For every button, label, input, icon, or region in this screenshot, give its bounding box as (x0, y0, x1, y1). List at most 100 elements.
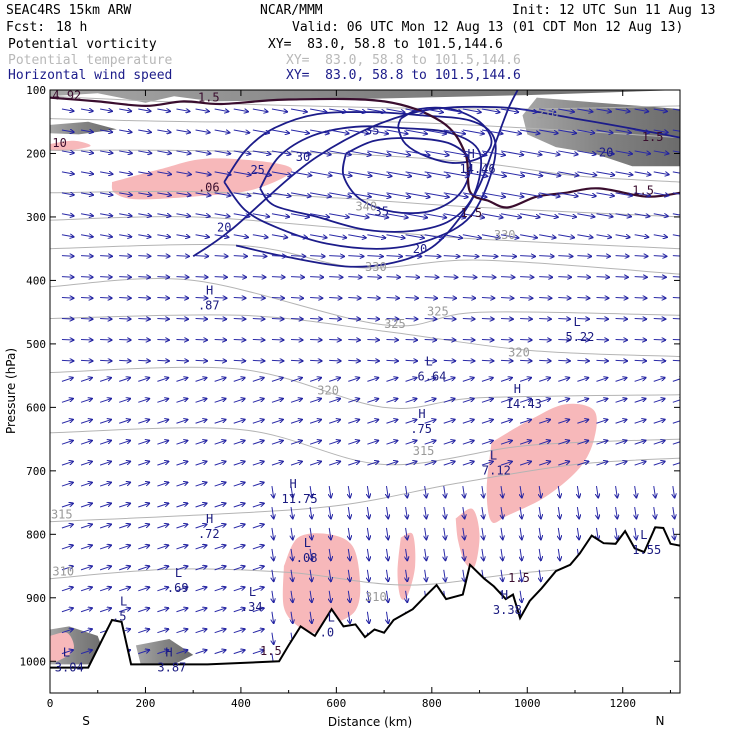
wind-vector (615, 440, 627, 445)
wind-vector (462, 171, 488, 177)
wind-vector (405, 192, 431, 197)
wind-vector (539, 171, 561, 176)
wind-vector (634, 214, 650, 217)
wind-vector (424, 129, 447, 134)
wind-vector (195, 482, 207, 487)
wind-vector (463, 527, 465, 540)
wind-vector (290, 398, 302, 403)
wind-vector (176, 339, 188, 340)
extremum-type: L (640, 528, 647, 542)
wind-vector (252, 129, 270, 133)
wind-vector (310, 506, 312, 519)
wind-vector (558, 461, 569, 466)
wind-vector (348, 150, 371, 155)
wind-vector (577, 129, 594, 133)
extremum-value: .0 (320, 625, 334, 639)
wind-vector (157, 151, 171, 154)
wind-vector (443, 192, 468, 197)
model-title: SEAC4RS 15km ARW (6, 3, 132, 18)
wind-vector (558, 319, 570, 320)
wind-vector (367, 277, 381, 278)
wind-vector (481, 234, 500, 238)
theta-label: 320 (508, 346, 530, 360)
wind-vector (271, 277, 285, 278)
wind-vector (100, 298, 112, 299)
wind-vector (444, 527, 446, 540)
wind-vector (214, 277, 228, 278)
x-tick-label: 1200 (609, 697, 636, 710)
wind-vector (138, 440, 149, 445)
wind-vector (252, 378, 264, 382)
y-tick-label: 900 (26, 592, 46, 605)
wind-vector (233, 129, 250, 133)
wind-vector (252, 419, 264, 424)
wind-vector (233, 566, 245, 571)
wind-vector (100, 130, 113, 132)
wind-vector (252, 503, 264, 508)
wind-vector (539, 319, 551, 320)
wind-vector (271, 461, 283, 466)
wind-vector (672, 234, 680, 237)
wind-vector (80, 214, 93, 216)
extremum-low: L7.12 (482, 448, 511, 477)
extremum-low: L1.55 (632, 528, 661, 557)
wind-vector (138, 629, 149, 634)
wind-vector (233, 339, 246, 340)
wind-vector (100, 360, 112, 361)
wind-vector (252, 398, 264, 403)
extremum-low: L.08 (296, 536, 318, 565)
wind-vector (271, 398, 283, 403)
wind-vector (424, 319, 437, 320)
wind-vector (329, 129, 349, 134)
wind-speed-label: 30 (296, 150, 310, 164)
extremum-type: H (468, 147, 475, 161)
wind-vector (577, 192, 596, 196)
field-xy-wind: XY= 83.0, 58.8 to 101.5,144.6 (286, 68, 521, 83)
wind-vector (367, 461, 378, 466)
wind-vector (80, 298, 93, 299)
wind-vector (672, 398, 680, 403)
wind-vector (252, 587, 264, 592)
extremum-type: L (63, 645, 70, 659)
wind-vector (119, 319, 131, 320)
wind-vector (558, 256, 573, 257)
wind-vector (138, 339, 150, 340)
wind-vector (233, 256, 248, 257)
wind-vector (539, 150, 560, 155)
wind-vector (310, 486, 312, 498)
wind-vector (61, 277, 74, 278)
wind-vector (271, 419, 283, 424)
wind-vector (596, 277, 609, 278)
wind-vector (329, 398, 340, 403)
y-tick-label: 500 (26, 338, 46, 351)
wind-vector (195, 298, 208, 299)
wind-vector (634, 298, 647, 299)
wind-vector (80, 109, 93, 111)
wind-vector (157, 629, 168, 634)
wind-vector (558, 192, 578, 197)
wind-vector (500, 277, 515, 278)
wind-vector (157, 587, 168, 592)
wind-vector (233, 213, 250, 217)
wind-vector (138, 277, 150, 278)
wind-vector (500, 298, 514, 299)
wind-vector (539, 192, 560, 197)
wind-vector (558, 234, 574, 238)
wind-vector (329, 108, 346, 112)
wind-vector (61, 587, 73, 592)
wind-vector (425, 569, 427, 582)
extremum-value: .08 (296, 551, 318, 565)
wind-vector (290, 461, 302, 466)
wind-vector (577, 419, 588, 424)
wind-vector (406, 569, 408, 582)
wind-vector (100, 109, 112, 111)
wind-vector (176, 235, 189, 237)
wind-vector (80, 319, 93, 320)
wind-vector (329, 506, 331, 519)
wind-vector (367, 506, 369, 519)
wind-vector (367, 256, 383, 257)
wind-speed-contour-30-3 (259, 125, 483, 233)
wind-vector (290, 298, 304, 299)
wind-vector (233, 440, 245, 445)
wind-vector (138, 650, 149, 655)
